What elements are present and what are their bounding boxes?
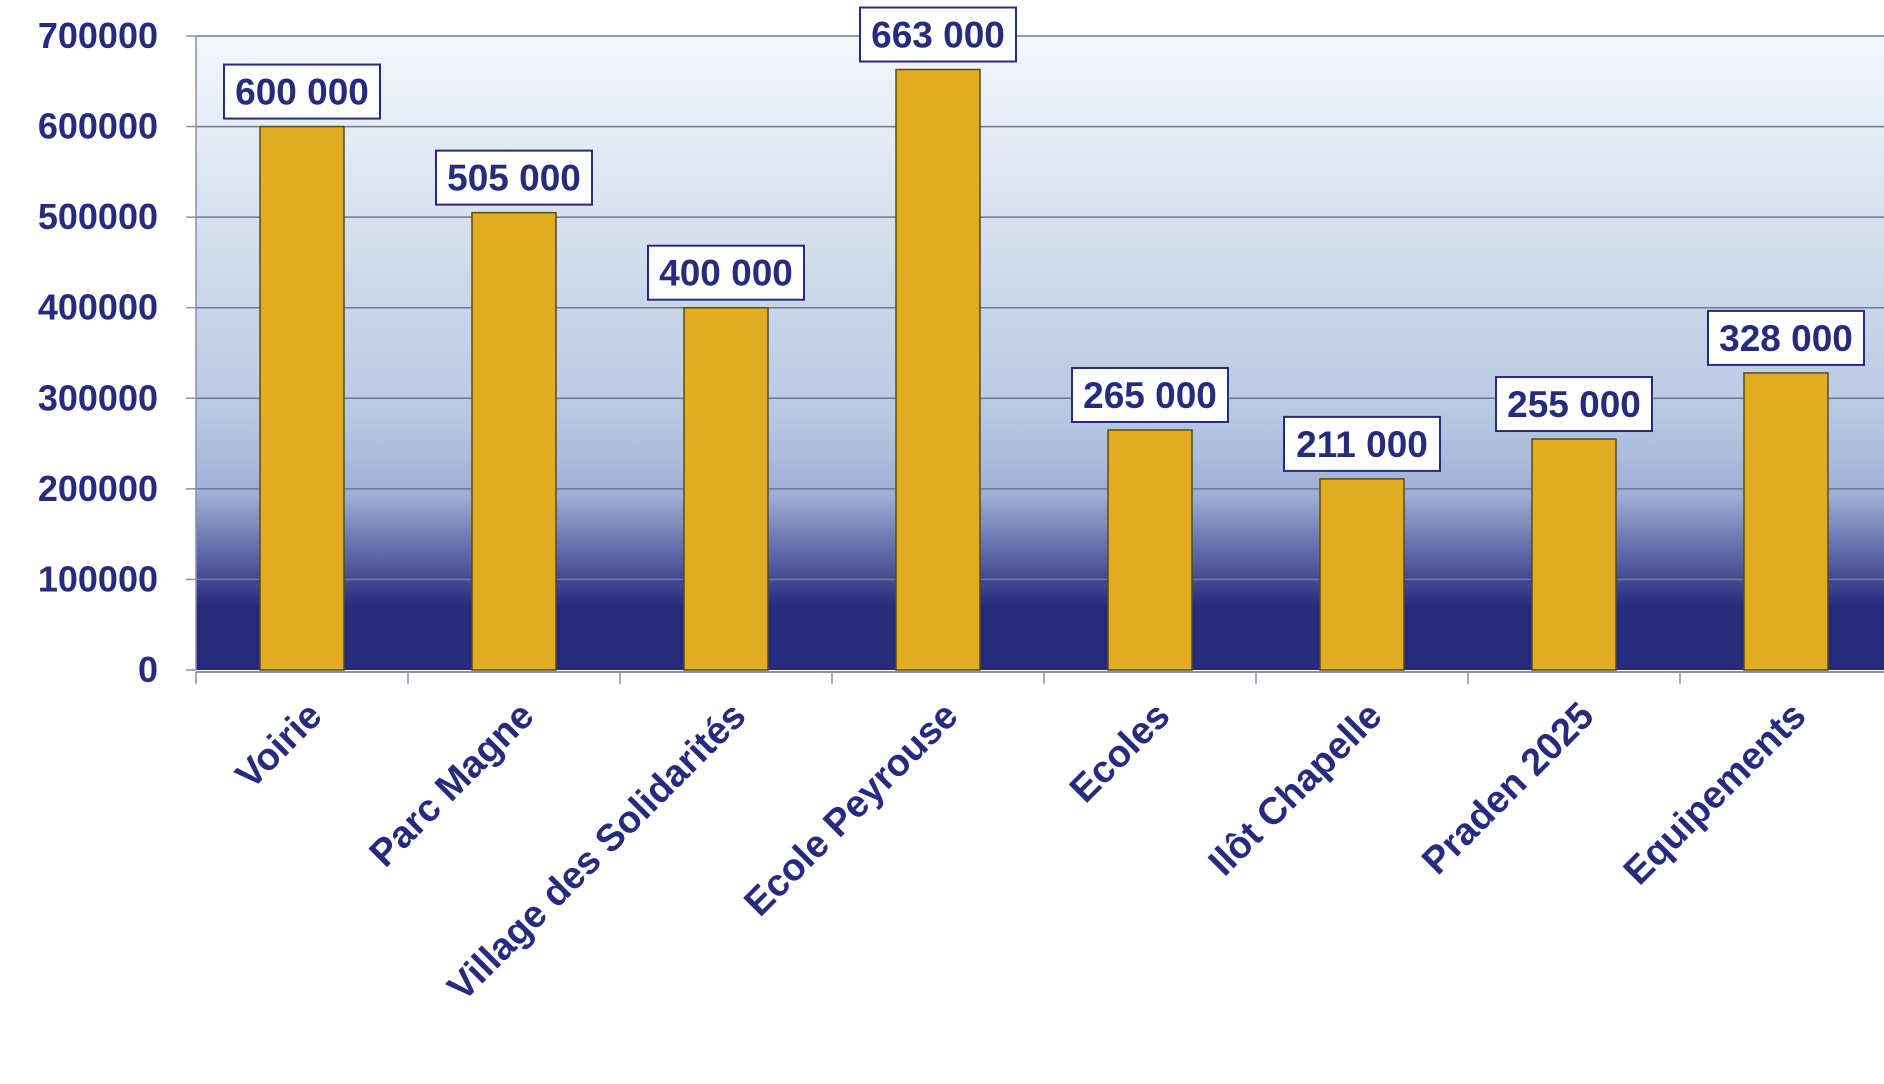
x-tick-label: Ecole Peyrouse: [737, 695, 967, 925]
data-label-box: [223, 63, 381, 120]
bar: [895, 68, 981, 671]
y-tick-label: 500000: [38, 196, 158, 237]
data-label-box: [1707, 309, 1865, 366]
data-label-box: [647, 244, 805, 301]
x-tick-label: Voirie: [228, 695, 330, 797]
y-tick-label: 0: [138, 649, 158, 690]
data-label: 328 000: [1719, 318, 1853, 359]
data-label: 255 000: [1507, 384, 1641, 425]
data-label-box: [1283, 415, 1441, 472]
bar: [1107, 429, 1193, 671]
data-label: 600 000: [235, 72, 369, 113]
bar: [1319, 478, 1405, 671]
y-tick-label: 100000: [38, 558, 158, 599]
x-tick-label: Praden 2025: [1414, 695, 1602, 883]
y-axis-tick-labels: 0 100000 200000 300000 400000 500000 600000 700…: [38, 15, 158, 690]
y-tick-label: 700000: [38, 15, 158, 56]
x-tick-label: Parc Magne: [362, 695, 543, 876]
y-tick-label: 400000: [38, 287, 158, 328]
x-tick-label: Ecoles: [1062, 695, 1178, 811]
y-tick-label: 300000: [38, 377, 158, 418]
data-label: 265 000: [1083, 375, 1217, 416]
data-label-box: [859, 6, 1017, 63]
bars: [259, 68, 1829, 671]
data-label: 505 000: [447, 158, 581, 199]
y-tick-label: 600000: [38, 106, 158, 147]
bar: [259, 125, 345, 671]
data-label: 400 000: [659, 253, 793, 294]
data-label-box: [1071, 366, 1229, 423]
data-labels: 600 000 505 000 400 000 663 000 265 000 211 0…: [223, 6, 1865, 472]
bar: [1531, 438, 1617, 671]
bar: [683, 306, 769, 671]
x-tick-label: Equipements: [1616, 695, 1814, 893]
data-label-box: [1495, 376, 1653, 433]
data-label: 663 000: [871, 15, 1005, 56]
plot-area: [196, 36, 1884, 670]
axes: [186, 35, 1884, 684]
data-label: 211 000: [1296, 424, 1428, 465]
y-tick-label: 200000: [38, 468, 158, 509]
bar: [1743, 372, 1829, 671]
bar: [471, 211, 557, 671]
x-tick-label: Ilôt Chapelle: [1201, 695, 1390, 884]
data-label-box: [435, 149, 593, 206]
